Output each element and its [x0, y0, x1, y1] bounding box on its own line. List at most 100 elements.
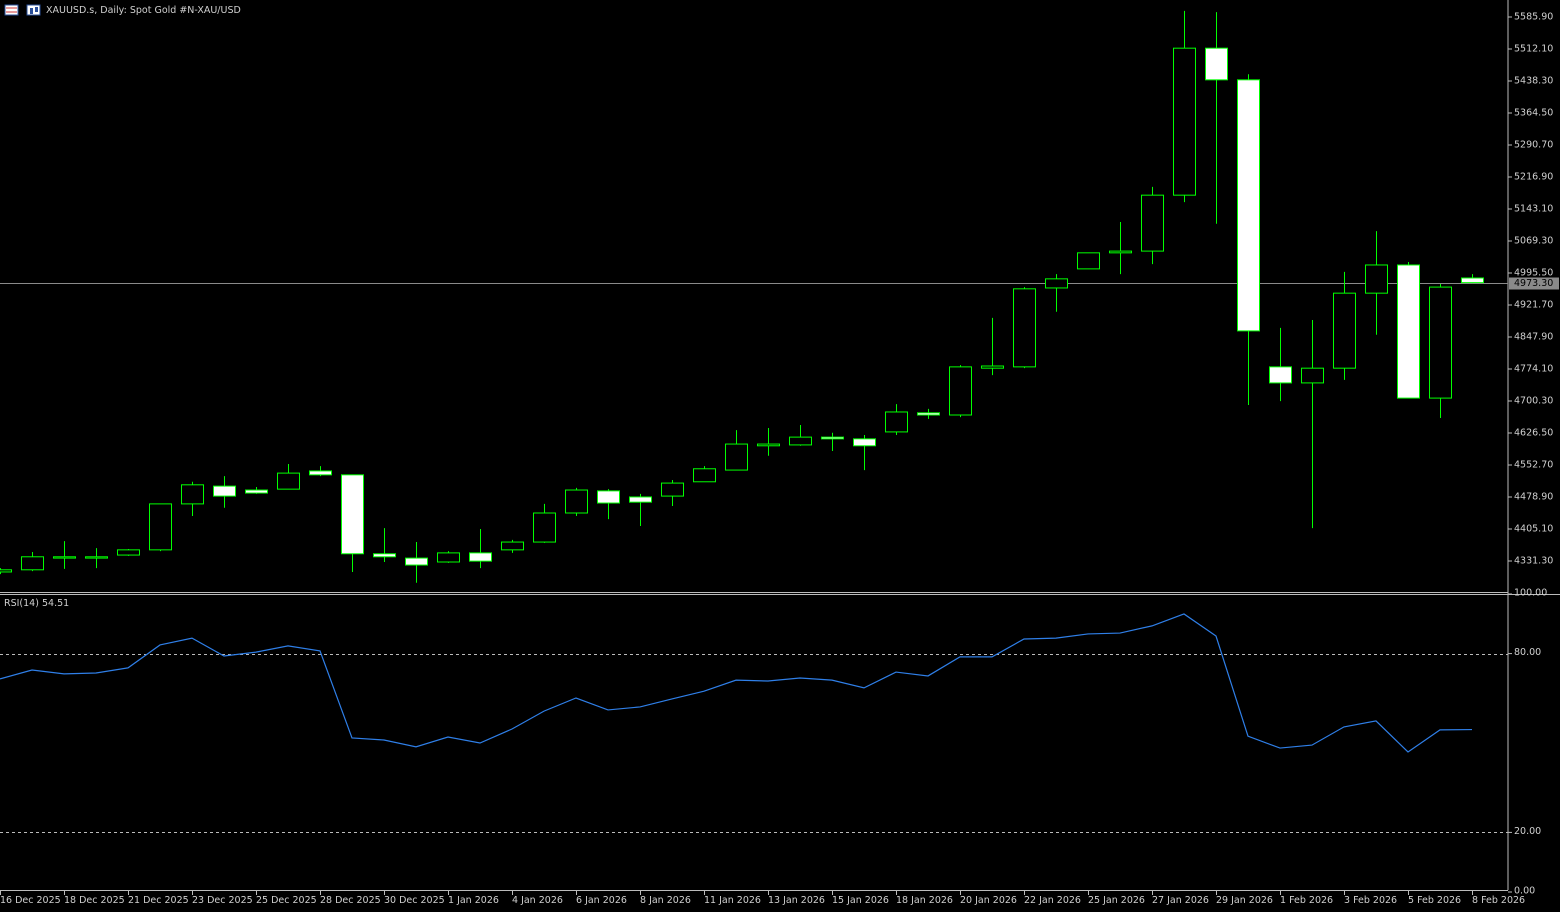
candle-body	[309, 470, 332, 476]
candle-body	[725, 443, 748, 471]
candle-body	[821, 436, 844, 440]
x-tick-label: 8 Feb 2026	[1472, 895, 1525, 906]
x-tick-label: 22 Jan 2026	[1024, 895, 1081, 906]
y-tick-label: 4478.90	[1514, 491, 1553, 502]
candle-body	[277, 472, 300, 490]
current-price-box	[1509, 277, 1559, 290]
x-tick-label: 20 Jan 2026	[960, 895, 1017, 906]
candle-body	[757, 443, 780, 447]
x-tick-label: 25 Jan 2026	[1088, 895, 1145, 906]
candle-body	[117, 549, 140, 556]
y-tick-label: 100.00	[1514, 588, 1547, 599]
candle-body	[213, 485, 236, 497]
y-tick-label: 80.00	[1514, 647, 1541, 658]
candle-body	[1205, 47, 1228, 81]
y-tick-label: 0.00	[1514, 886, 1535, 897]
candle-body	[469, 552, 492, 562]
icon	[30, 8, 33, 14]
y-tick-label: 5512.10	[1514, 43, 1553, 54]
candle-body	[885, 411, 908, 433]
x-tick-label: 29 Jan 2026	[1216, 895, 1273, 906]
candle-body	[1461, 277, 1484, 284]
chart-title: XAUUSD.s, Daily: Spot Gold #N-XAU/USD	[46, 5, 241, 16]
x-tick-label: 27 Jan 2026	[1152, 895, 1209, 906]
x-tick-label: 6 Jan 2026	[576, 895, 627, 906]
candle-body	[1109, 250, 1132, 254]
candle-body	[1013, 288, 1036, 368]
x-tick-label: 18 Dec 2025	[64, 895, 125, 906]
candle-body	[917, 412, 940, 416]
x-tick-label: 8 Jan 2026	[640, 895, 691, 906]
x-tick-label: 1 Feb 2026	[1280, 895, 1333, 906]
candle-body	[533, 512, 556, 543]
y-tick-label: 5143.10	[1514, 203, 1553, 214]
candle-body	[1269, 366, 1292, 384]
x-tick-label: 13 Jan 2026	[768, 895, 825, 906]
x-tick-label: 5 Feb 2026	[1408, 895, 1461, 906]
symbol-icons	[4, 4, 41, 16]
y-tick-label: 4405.10	[1514, 523, 1553, 534]
candle-body	[853, 438, 876, 447]
candle-body	[1077, 252, 1100, 270]
candle-body	[661, 482, 684, 497]
candle-body	[373, 553, 396, 558]
y-tick-label: 4700.30	[1514, 395, 1553, 406]
candle-body	[405, 557, 428, 566]
rsi-line	[0, 613, 1473, 753]
candle-body	[21, 556, 44, 571]
x-tick-label: 11 Jan 2026	[704, 895, 761, 906]
y-tick-label: 4774.10	[1514, 363, 1553, 374]
indicator-value: 54.51	[42, 598, 69, 609]
candle-body	[0, 569, 12, 573]
candle-body	[501, 541, 524, 551]
candle-body	[949, 366, 972, 416]
candle-body	[1141, 194, 1164, 252]
indicator-title: RSI(14)	[4, 598, 39, 609]
y-tick-label: 5438.30	[1514, 75, 1553, 86]
candle-body	[1237, 79, 1260, 332]
y-tick-label: 20.00	[1514, 826, 1541, 837]
candle-body	[1045, 278, 1068, 289]
y-tick-label: 4921.70	[1514, 299, 1553, 310]
y-tick-label: 5216.90	[1514, 171, 1553, 182]
candle-body	[53, 556, 76, 559]
candle-body	[981, 365, 1004, 369]
y-tick-label: 4552.70	[1514, 459, 1553, 470]
candle-body	[597, 490, 620, 504]
candle-body	[437, 552, 460, 563]
candle-body	[181, 484, 204, 505]
icon	[4, 4, 19, 16]
candle-body	[565, 489, 588, 514]
y-tick-label: 5290.70	[1514, 139, 1553, 150]
x-tick-label: 3 Feb 2026	[1344, 895, 1397, 906]
candle-body	[789, 436, 812, 446]
y-tick-label: 5069.30	[1514, 235, 1553, 246]
candle-body	[341, 474, 364, 555]
x-tick-label: 30 Dec 2025	[384, 895, 445, 906]
current-price-label: 4973.30	[1514, 278, 1553, 289]
icon	[26, 4, 41, 16]
y-tick-label: 4995.50	[1514, 267, 1553, 278]
x-tick-label: 16 Dec 2025	[0, 895, 61, 906]
candle-body	[1173, 47, 1196, 196]
candle-body	[245, 489, 268, 494]
x-tick-label: 18 Jan 2026	[896, 895, 953, 906]
x-tick-label: 23 Dec 2025	[192, 895, 253, 906]
y-tick-label: 4847.90	[1514, 331, 1553, 342]
x-tick-label: 4 Jan 2026	[512, 895, 563, 906]
icon	[35, 7, 38, 12]
candle-body	[629, 496, 652, 503]
x-tick-label: 28 Dec 2025	[320, 895, 381, 906]
candle-body	[85, 556, 108, 559]
y-tick-label: 5364.50	[1514, 107, 1553, 118]
y-tick-label: 4331.30	[1514, 555, 1553, 566]
candle-body	[1333, 292, 1356, 369]
candle-body	[149, 503, 172, 551]
candle-body	[693, 468, 716, 483]
candle-body	[1365, 264, 1388, 294]
x-tick-label: 15 Jan 2026	[832, 895, 889, 906]
x-tick-label: 25 Dec 2025	[256, 895, 317, 906]
